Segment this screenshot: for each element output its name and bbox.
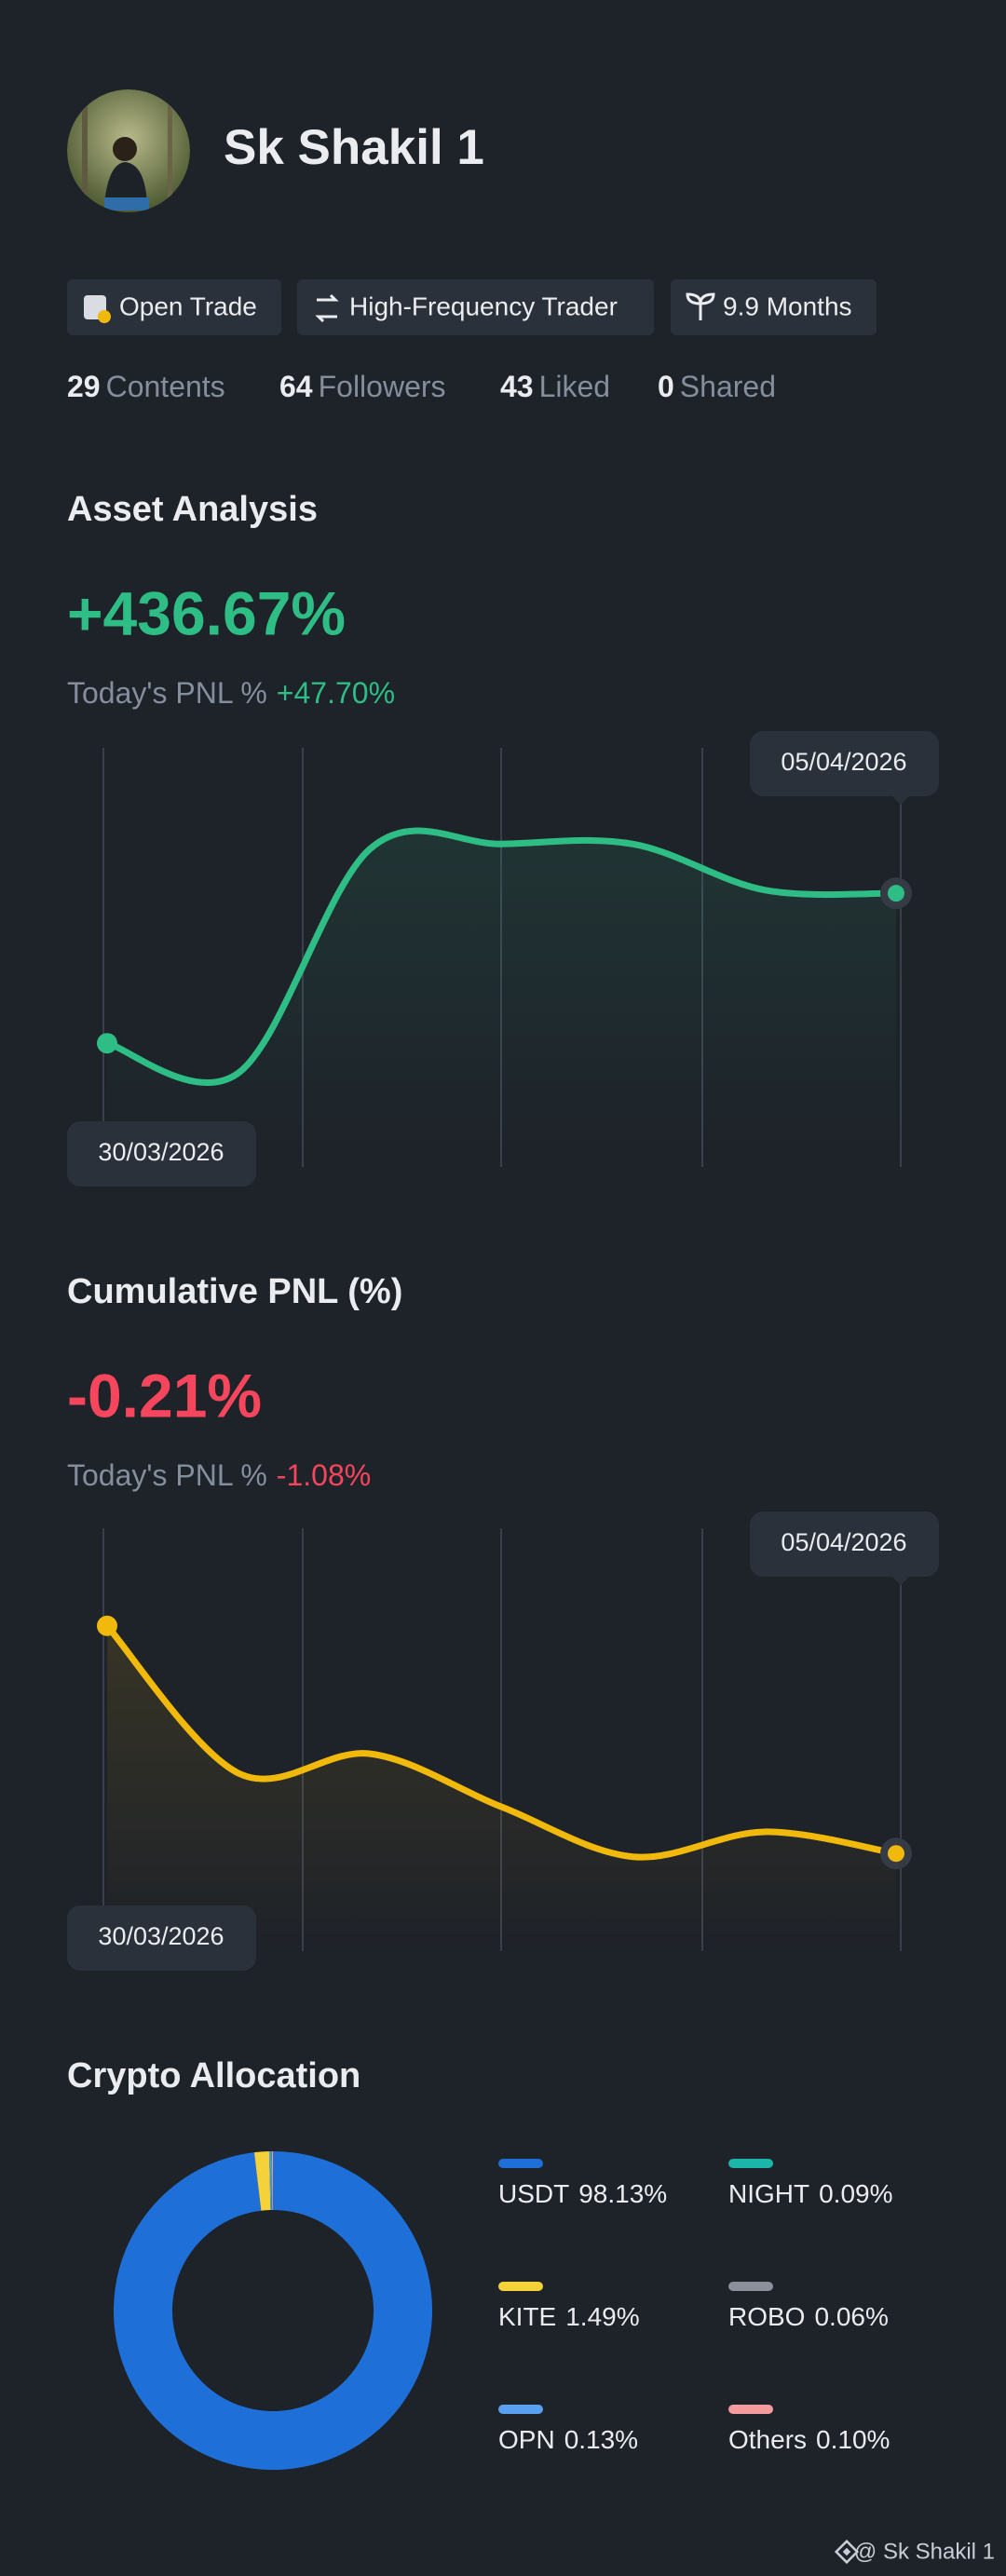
legend-name: USDT [498, 2179, 569, 2208]
legend-value: 0.13% [564, 2425, 638, 2454]
pnl-line: Today's PNL % +47.70% [67, 676, 395, 710]
pnl-label: Today's PNL % [67, 676, 267, 710]
stat-value: 64 [279, 370, 313, 403]
date-box [750, 731, 939, 796]
stat: 29 Contents [67, 370, 225, 403]
legend-value: 98.13% [578, 2179, 667, 2208]
stat-value: 29 [67, 370, 101, 403]
end-point [888, 885, 904, 902]
legend-name: KITE [498, 2302, 556, 2331]
date-box [67, 1121, 256, 1186]
legend-entry: Others 0.10% [728, 2425, 890, 2454]
start-point [97, 1033, 117, 1054]
badge-icon [315, 293, 339, 323]
legend-entry: USDT 98.13% [498, 2179, 667, 2208]
pnl-value: -1.08% [277, 1458, 371, 1492]
legend-value: 0.10% [816, 2425, 890, 2454]
badge-icon-dot [98, 310, 111, 323]
stat-value: 0 [658, 370, 674, 403]
badge [67, 279, 281, 335]
legend-swatch [498, 2159, 543, 2168]
legend-swatch [498, 2282, 543, 2291]
line-chart: 05/04/2026 30/03/2026 [67, 731, 939, 1186]
footer-watermark: @ Sk Shakil 1 [854, 2539, 995, 2564]
legend-name: Others [728, 2425, 807, 2454]
legend-entry: NIGHT 0.09% [728, 2179, 893, 2208]
legend-entry: OPN 0.13% [498, 2425, 638, 2454]
date-label: 30/03/2026 [98, 1138, 224, 1166]
headline-value: -0.21% [67, 1361, 262, 1430]
end-point [888, 1845, 904, 1863]
pnl-line: Today's PNL % -1.08% [67, 1458, 371, 1492]
pnl-label: Today's PNL % [67, 1458, 267, 1492]
donut-slice [114, 2151, 433, 2470]
line-area [107, 1625, 896, 1951]
section-title: Asset Analysis [67, 490, 318, 529]
donut-slice [271, 2151, 273, 2211]
stat: 43 Liked [500, 370, 610, 403]
headline-value: +436.67% [67, 578, 346, 647]
legend-swatch [728, 2159, 773, 2168]
badge-text: High-Frequency Trader [349, 291, 618, 320]
stat: 64 Followers [279, 370, 446, 403]
legend-name: OPN [498, 2425, 555, 2454]
date-label: 30/03/2026 [98, 1922, 224, 1950]
date-label: 05/04/2026 [781, 748, 906, 776]
donut-slice [270, 2151, 272, 2211]
date-box-pointer [892, 1577, 909, 1585]
donut-slice [268, 2151, 272, 2211]
line [103, 827, 900, 1087]
legend-entry: ROBO 0.06% [728, 2302, 889, 2331]
legend-swatch [728, 2405, 773, 2414]
donut-slice [253, 2151, 271, 2211]
badge [297, 279, 654, 335]
start-point [97, 1615, 117, 1636]
footer-logo [834, 2539, 860, 2565]
line [103, 1622, 900, 1861]
badge [671, 279, 877, 335]
date-box [750, 1512, 939, 1577]
stat-label: Liked [539, 370, 611, 403]
avatar[interactable] [67, 89, 190, 220]
stat-value: 43 [500, 370, 534, 403]
legend-name: NIGHT [728, 2179, 809, 2208]
line-area [107, 831, 896, 1167]
date-box-pointer [892, 796, 909, 805]
legend-name: ROBO [728, 2302, 805, 2331]
badge-icon [686, 292, 715, 320]
stat-label: Followers [319, 370, 446, 403]
stat-label: Shared [680, 370, 776, 403]
section-title: Cumulative PNL (%) [67, 1272, 402, 1311]
profile-name: Sk Shakil 1 [224, 120, 484, 175]
legend-value: 0.06% [814, 2302, 888, 2331]
legend-entry: KITE 1.49% [498, 2302, 640, 2331]
legend-swatch [728, 2282, 773, 2291]
date-label: 05/04/2026 [781, 1528, 906, 1556]
donut-chart: USDT 98.13% KITE 1.49% OPN 0.13% NIGHT 0.09% ROB… [114, 2151, 893, 2470]
date-box [67, 1905, 256, 1971]
section-title: Crypto Allocation [67, 2056, 360, 2095]
badge-text: Open Trade [119, 291, 257, 320]
stat-label: Contents [106, 370, 225, 403]
badge-text: 9.9 Months [723, 291, 852, 320]
pnl-value: +47.70% [277, 676, 395, 710]
legend-swatch [498, 2405, 543, 2414]
donut-slice [271, 2151, 273, 2211]
legend-value: 1.49% [565, 2302, 639, 2331]
line-chart: 05/04/2026 30/03/2026 [67, 1512, 939, 1971]
legend-value: 0.09% [819, 2179, 892, 2208]
stat: 0 Shared [658, 370, 776, 403]
